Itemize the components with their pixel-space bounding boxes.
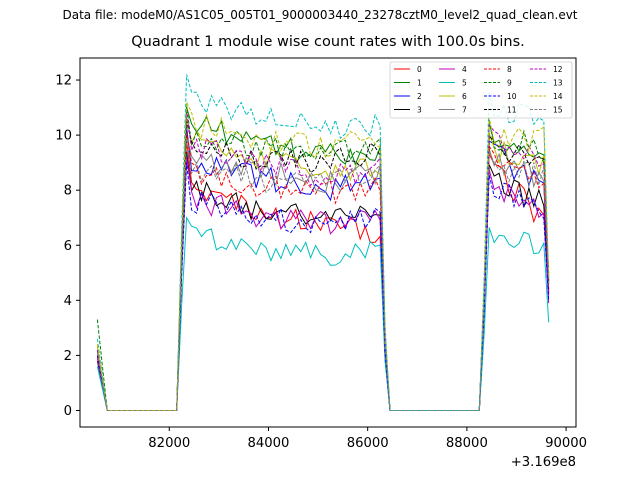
x-axis: 82000 84000 86000 88000 90000: [148, 427, 587, 451]
y-tick-label: 12: [55, 74, 72, 89]
legend-label-12: 12: [553, 65, 563, 74]
legend-label-2: 2: [417, 92, 422, 101]
x-tick-label: 82000: [148, 436, 190, 451]
series-line-11: [96, 121, 550, 411]
legend-label-9: 9: [507, 78, 512, 87]
y-tick-label: 0: [64, 404, 72, 419]
x-tick-label: 90000: [545, 436, 587, 451]
plot-lines: [96, 74, 550, 411]
legend-label-0: 0: [417, 65, 422, 74]
x-tick-label: 86000: [347, 436, 389, 451]
y-tick-label: 8: [64, 184, 72, 199]
legend-label-3: 3: [417, 105, 422, 114]
legend-label-8: 8: [507, 65, 512, 74]
legend-label-7: 7: [462, 105, 467, 114]
x-tick-label: 84000: [248, 436, 290, 451]
legend-label-5: 5: [462, 78, 467, 87]
x-tick-label: 88000: [446, 436, 488, 451]
legend-label-10: 10: [507, 92, 517, 101]
chart-title: Quadrant 1 module wise count rates with …: [131, 34, 525, 50]
legend-label-4: 4: [462, 65, 467, 74]
series-line-15: [96, 137, 550, 411]
legend-label-13: 13: [553, 78, 563, 87]
y-tick-label: 10: [55, 129, 72, 144]
y-tick-label: 6: [64, 239, 72, 254]
legend-label-14: 14: [553, 92, 563, 101]
axes-frame: [79, 57, 577, 428]
series-line-14: [96, 101, 550, 411]
x-axis-offset-label: +3.169e8: [511, 455, 576, 470]
y-tick-label: 2: [64, 349, 72, 364]
legend-label-15: 15: [553, 105, 563, 114]
legend-label-1: 1: [417, 78, 422, 87]
legend-label-6: 6: [462, 92, 467, 101]
legend-label-11: 11: [507, 105, 517, 114]
legend-box: [389, 61, 573, 119]
y-axis: 0 2 4 6 8 10 12: [55, 74, 80, 419]
figure-suptitle: Data file: modeM0/AS1C05_005T01_90000034…: [62, 8, 578, 22]
y-tick-label: 4: [64, 294, 72, 309]
